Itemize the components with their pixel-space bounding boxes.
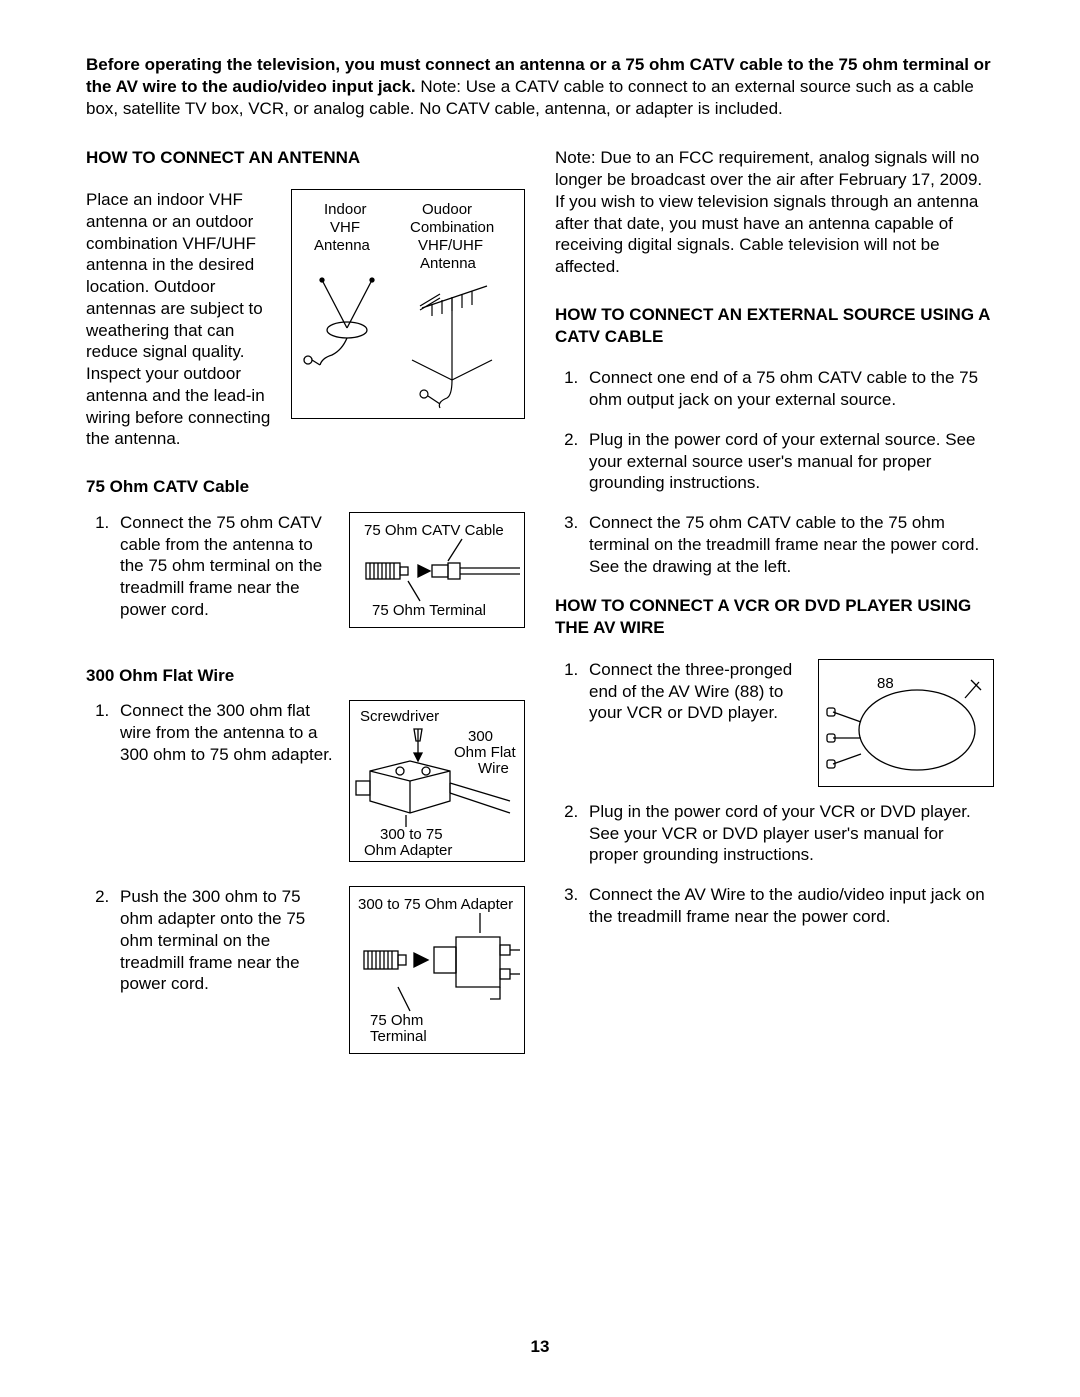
heading-flat: 300 Ohm Flat Wire <box>86 665 525 687</box>
ext-step-2: Plug in the power cord of your external … <box>583 429 994 494</box>
adapter-figure: 300 to 75 Ohm Adapter 75 Ohm Terminal <box>349 886 525 1054</box>
right-column: Note: Due to an FCC requirement, analog … <box>555 147 994 1054</box>
svg-text:Antenna: Antenna <box>420 255 477 272</box>
flat-svg: Screwdriver 300 Ohm Flat Wire 300 to 75 … <box>350 701 526 863</box>
svg-text:300: 300 <box>468 728 493 745</box>
svg-text:VHF/UHF: VHF/UHF <box>418 237 483 254</box>
adapter-list: Push the 300 ohm to 75 ohm adapter onto … <box>86 886 335 1013</box>
antenna-svg: Indoor VHF Antenna Oudoor Combination VH… <box>292 190 526 420</box>
svg-text:75 Ohm: 75 Ohm <box>370 1012 423 1029</box>
svg-text:Wire: Wire <box>478 760 509 777</box>
av-step-1: Connect the three-pronged end of the AV … <box>583 659 804 724</box>
catv-step-1: Connect the 75 ohm CATV cable from the a… <box>114 512 335 621</box>
svg-text:Screwdriver: Screwdriver <box>360 708 439 725</box>
svg-text:75 Ohm CATV Cable: 75 Ohm CATV Cable <box>364 522 504 539</box>
ext-step-3: Connect the 75 ohm CATV cable to the 75 … <box>583 512 994 577</box>
svg-text:Terminal: Terminal <box>370 1028 427 1045</box>
heading-catv75: 75 Ohm CATV Cable <box>86 476 525 498</box>
flat-row: Connect the 300 ohm flat wire from the a… <box>86 700 525 862</box>
flat-step-2: Push the 300 ohm to 75 ohm adapter onto … <box>114 886 335 995</box>
external-list: Connect one end of a 75 ohm CATV cable t… <box>555 367 994 577</box>
flat-figure: Screwdriver 300 Ohm Flat Wire 300 to 75 … <box>349 700 525 862</box>
heading-av: HOW TO CONNECT A VCR OR DVD PLAYER USING… <box>555 595 994 639</box>
left-column: HOW TO CONNECT AN ANTENNA Place an indoo… <box>86 147 525 1054</box>
ext-step-1: Connect one end of a 75 ohm CATV cable t… <box>583 367 994 411</box>
two-column-layout: HOW TO CONNECT AN ANTENNA Place an indoo… <box>86 147 994 1054</box>
antenna-text: Place an indoor VHF antenna or an outdoo… <box>86 189 277 450</box>
fcc-note: Note: Due to an FCC requirement, analog … <box>555 147 994 278</box>
svg-text:75 Ohm Terminal: 75 Ohm Terminal <box>372 602 486 619</box>
av-figure: 88 <box>818 659 994 787</box>
manual-page: Before operating the television, you mus… <box>0 0 1080 1397</box>
av-list-2: Plug in the power cord of your VCR or DV… <box>555 801 994 928</box>
page-number: 13 <box>0 1337 1080 1357</box>
av-step-3: Connect the AV Wire to the audio/video i… <box>583 884 994 928</box>
flat-list: Connect the 300 ohm flat wire from the a… <box>86 700 335 783</box>
svg-text:Combination: Combination <box>410 219 494 236</box>
catv-figure: 75 Ohm CATV Cable 75 Ohm Terminal <box>349 512 525 628</box>
adapter-svg: 300 to 75 Ohm Adapter 75 Ohm Terminal <box>350 887 526 1055</box>
svg-text:Oudoor: Oudoor <box>422 201 472 218</box>
svg-text:Ohm Flat: Ohm Flat <box>454 744 517 761</box>
svg-text:VHF: VHF <box>330 219 360 236</box>
heading-antenna: HOW TO CONNECT AN ANTENNA <box>86 147 525 169</box>
av-step-2: Plug in the power cord of your VCR or DV… <box>583 801 994 866</box>
svg-text:Antenna: Antenna <box>314 237 371 254</box>
svg-text:Indoor: Indoor <box>324 201 367 218</box>
svg-text:Ohm Adapter: Ohm Adapter <box>364 842 452 859</box>
antenna-figure: Indoor VHF Antenna Oudoor Combination VH… <box>291 189 525 419</box>
heading-external: HOW TO CONNECT AN EXTERNAL SOURCE USING … <box>555 304 994 348</box>
av-list-1: Connect the three-pronged end of the AV … <box>555 659 804 742</box>
flat-step-1: Connect the 300 ohm flat wire from the a… <box>114 700 335 765</box>
antenna-row: Place an indoor VHF antenna or an outdoo… <box>86 189 525 450</box>
svg-text:300 to 75 Ohm Adapter: 300 to 75 Ohm Adapter <box>358 896 513 913</box>
svg-text:88: 88 <box>877 675 894 692</box>
catv-row: Connect the 75 ohm CATV cable from the a… <box>86 512 525 639</box>
av-svg: 88 <box>819 660 995 788</box>
av-row: Connect the three-pronged end of the AV … <box>555 659 994 787</box>
svg-text:300 to 75: 300 to 75 <box>380 826 443 843</box>
catv-svg: 75 Ohm CATV Cable 75 Ohm Terminal <box>350 513 526 629</box>
catv-list: Connect the 75 ohm CATV cable from the a… <box>86 512 335 639</box>
adapter-row: Push the 300 ohm to 75 ohm adapter onto … <box>86 886 525 1054</box>
intro-paragraph: Before operating the television, you mus… <box>86 54 994 119</box>
